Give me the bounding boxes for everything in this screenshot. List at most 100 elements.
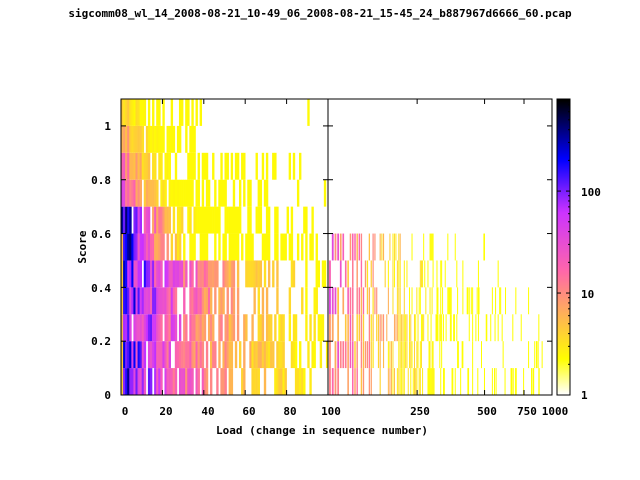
heatmap-cell (191, 179, 194, 207)
colorbar-segment (557, 271, 570, 274)
heatmap-cell (368, 314, 370, 342)
heatmap-cell (139, 233, 142, 261)
heatmap-cell (372, 314, 374, 342)
heatmap-cell (178, 99, 182, 126)
colorbar-tick-label: 1 (581, 389, 588, 402)
heatmap-cell (133, 99, 136, 126)
heatmap-cell (344, 314, 347, 342)
heatmap-cell (156, 125, 159, 153)
heatmap-cell (143, 314, 147, 342)
heatmap-cell (288, 233, 292, 261)
heatmap-cell (241, 233, 244, 261)
heatmap-cell (123, 179, 126, 207)
heatmap-cell (265, 287, 269, 315)
heatmap-cell (191, 287, 194, 315)
heatmap-cell (243, 179, 246, 207)
colorbar-segment (557, 103, 570, 106)
heatmap-cell (139, 368, 142, 395)
heatmap-cell (218, 179, 221, 207)
heatmap-cell (164, 368, 167, 395)
colorbar-segment (557, 343, 570, 346)
heatmap-cell (422, 368, 424, 395)
heatmap-cell (226, 287, 229, 315)
heatmap-cell (205, 368, 209, 395)
heatmap-cell (137, 179, 140, 207)
heatmap-cell (133, 206, 136, 234)
heatmap-cell (483, 233, 485, 261)
heatmap-cell (272, 260, 275, 288)
colorbar-segment (557, 113, 570, 116)
heatmap-cell (387, 287, 389, 315)
heatmap-cell (427, 368, 429, 395)
heatmap-cell (364, 341, 367, 369)
heatmap-cell (274, 206, 277, 234)
heatmap-cell (123, 206, 126, 234)
heatmap-cell (342, 287, 345, 315)
heatmap-cell (431, 287, 433, 315)
heatmap-cell (178, 179, 182, 207)
heatmap-cell (376, 314, 378, 342)
heatmap-cell (427, 260, 429, 288)
heatmap-cell (141, 152, 145, 180)
colorbar-segment (557, 253, 570, 256)
colorbar-frame (556, 98, 571, 396)
heatmap-cell (147, 179, 151, 207)
heatmap-cell (422, 260, 424, 288)
colorbar-segment (557, 285, 570, 288)
heatmap-cell (123, 125, 126, 153)
colorbar-segment (557, 375, 570, 378)
heatmap-cell (172, 206, 176, 234)
heatmap-cell (460, 368, 462, 395)
heatmap-cell (218, 206, 221, 234)
heatmap-cell (170, 99, 174, 126)
heatmap-cell (251, 314, 254, 342)
colorbar-segment (557, 337, 570, 340)
heatmap-cell (197, 152, 200, 180)
heatmap-cell (419, 260, 421, 288)
heatmap-cell (147, 233, 151, 261)
heatmap-cell (203, 206, 207, 234)
heatmap-cell (183, 233, 186, 261)
colorbar-segment (557, 141, 570, 144)
heatmap-cell (282, 233, 285, 261)
colorbar-segment (557, 341, 570, 344)
heatmap-cell (137, 125, 140, 153)
heatmap-cell (230, 341, 234, 369)
heatmap-cell (402, 368, 404, 395)
heatmap-cell (129, 179, 132, 207)
heatmap-cell (436, 314, 438, 342)
heatmap-cell (135, 341, 138, 369)
heatmap-cell (191, 368, 194, 395)
heatmap-cell (411, 233, 413, 261)
heatmap-cell (154, 206, 157, 234)
heatmap-cell (181, 260, 184, 288)
heatmap-cell (203, 260, 207, 288)
heatmap-cell (389, 368, 391, 395)
heatmap-cell (440, 314, 442, 342)
heatmap-cell (515, 287, 517, 315)
colorbar-segment (557, 277, 570, 280)
heatmap-cell (257, 368, 260, 395)
heatmap-cell (183, 368, 186, 395)
heatmap-cell (143, 99, 147, 126)
heatmap-cell (317, 314, 321, 342)
colorbar-segment (557, 315, 570, 318)
colorbar-segment (557, 357, 570, 360)
heatmap-cell (210, 206, 213, 234)
heatmap-cell (212, 206, 215, 234)
heatmap-cell (170, 314, 174, 342)
heatmap-cell (392, 287, 394, 315)
heatmap-cell (185, 99, 188, 126)
heatmap-cell (121, 125, 124, 153)
heatmap-cell (201, 260, 205, 288)
colorbar-segment (557, 145, 570, 148)
heatmap-cell (199, 341, 203, 369)
colorbar-tick-label: 10 (581, 288, 594, 301)
heatmap-cell (467, 368, 469, 395)
heatmap-cell (352, 287, 354, 315)
heatmap-cell (247, 260, 250, 288)
heatmap-cell (352, 341, 354, 369)
colorbar-segment (557, 391, 570, 394)
heatmap-cell (462, 260, 464, 288)
colorbar-segment (557, 319, 570, 322)
